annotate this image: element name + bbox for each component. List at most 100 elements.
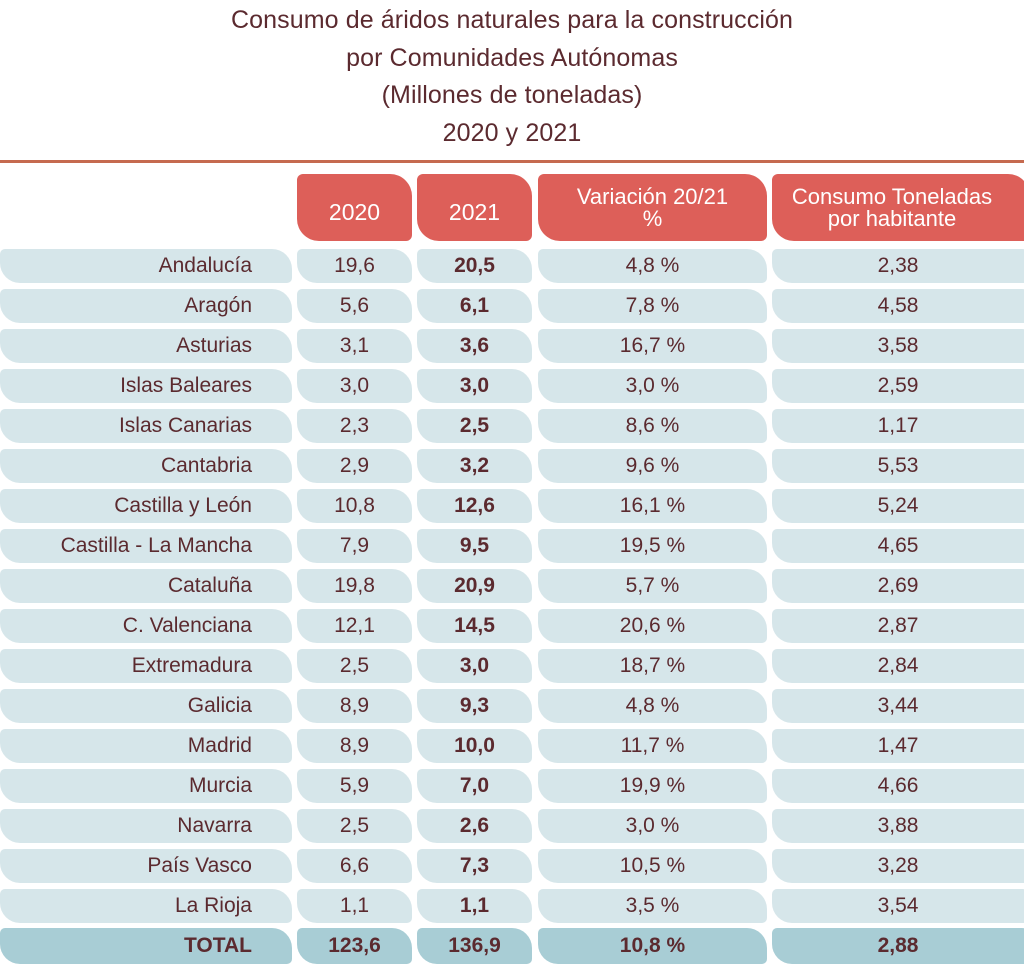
variacion-cell: 19,5 % [538, 529, 767, 563]
value-2021-cell-text: 7,3 [459, 854, 490, 877]
value-2020-cell: 12,1 [297, 609, 412, 643]
variacion-cell-text: 10,5 % [619, 854, 686, 877]
consumo-cell: 3,58 [772, 329, 1024, 363]
table-row: C. Valenciana 12,1 14,5 20,6 % 2,87 [0, 609, 1024, 643]
value-2021-cell: 12,6 [417, 489, 532, 523]
consumo-cell-text: 3,54 [877, 894, 919, 917]
value-2021-cell: 3,6 [417, 329, 532, 363]
value-2020-cell-text: 3,0 [339, 374, 370, 397]
consumo-cell: 2,84 [772, 649, 1024, 683]
variacion-cell: 4,8 % [538, 689, 767, 723]
value-2020-cell-text: 2,9 [339, 454, 370, 477]
variacion-cell: 4,8 % [538, 249, 767, 283]
region-cell: Islas Baleares [0, 369, 292, 403]
variacion-cell-text: 3,0 % [625, 814, 680, 837]
value-2021-cell: 20,9 [417, 569, 532, 603]
consumo-cell-text: 4,65 [877, 534, 919, 557]
variacion-cell-text: 9,6 % [625, 454, 680, 477]
value-2020-cell-text: 2,5 [339, 814, 370, 837]
value-2020-cell-text: 5,6 [339, 294, 370, 317]
region-cell-text: Cantabria [160, 454, 252, 477]
header-2020-label: 2020 [328, 198, 381, 225]
consumo-cell-text: 1,17 [877, 414, 919, 437]
value-2021-cell-text: 2,5 [459, 414, 490, 437]
region-cell: Cataluña [0, 569, 292, 603]
variacion-cell: 10,5 % [538, 849, 767, 883]
value-2021-cell-text: 3,2 [459, 454, 490, 477]
consumo-cell: 2,59 [772, 369, 1024, 403]
consumo-cell-text: 1,47 [877, 734, 919, 757]
table-row: La Rioja 1,1 1,1 3,5 % 3,54 [0, 889, 1024, 923]
table-row: Andalucía 19,6 20,5 4,8 % 2,38 [0, 249, 1024, 283]
header-variacion-line2: % [642, 205, 663, 231]
variacion-cell: 20,6 % [538, 609, 767, 643]
variacion-cell-text: 5,7 % [625, 574, 680, 597]
consumo-cell: 2,38 [772, 249, 1024, 283]
region-cell: La Rioja [0, 889, 292, 923]
value-2020-cell: 8,9 [297, 689, 412, 723]
value-2020-cell: 2,9 [297, 449, 412, 483]
region-cell-text: Cataluña [167, 574, 252, 597]
title-divider [0, 160, 1024, 163]
variacion-cell-text: 16,1 % [619, 494, 686, 517]
variacion-cell-text: 20,6 % [619, 614, 686, 637]
header-variacion-line1: Variación 20/21 [576, 183, 729, 209]
table-row: Castilla - La Mancha 7,9 9,5 19,5 % 4,65 [0, 529, 1024, 563]
value-2020-cell: 10,8 [297, 489, 412, 523]
region-cell-text: TOTAL [183, 934, 252, 957]
table-row: Extremadura 2,5 3,0 18,7 % 2,84 [0, 649, 1024, 683]
variacion-cell: 5,7 % [538, 569, 767, 603]
header-consumo-line2: por habitante [827, 205, 957, 231]
region-cell-text: Andalucía [158, 254, 252, 277]
consumo-cell-text: 5,24 [877, 494, 919, 517]
region-cell: Madrid [0, 729, 292, 763]
region-cell-text: Galicia [187, 694, 252, 717]
variacion-cell-text: 3,5 % [625, 894, 680, 917]
table-row: País Vasco 6,6 7,3 10,5 % 3,28 [0, 849, 1024, 883]
region-cell: Galicia [0, 689, 292, 723]
value-2020-cell-text: 10,8 [334, 494, 375, 517]
consumo-cell: 5,24 [772, 489, 1024, 523]
region-cell-text: La Rioja [174, 894, 252, 917]
value-2020-cell-text: 12,1 [334, 614, 375, 637]
region-cell-text: Navarra [177, 814, 252, 837]
variacion-cell-text: 3,0 % [625, 374, 680, 397]
variacion-cell: 18,7 % [538, 649, 767, 683]
consumo-cell: 3,88 [772, 809, 1024, 843]
consumo-cell: 4,65 [772, 529, 1024, 563]
region-cell-text: Islas Canarias [118, 414, 252, 437]
region-cell-text: Aragón [184, 294, 252, 317]
value-2021-cell-text: 136,9 [448, 934, 501, 957]
value-2020-cell: 2,5 [297, 649, 412, 683]
header-consumo: Consumo Toneladas por habitante [772, 174, 1024, 241]
header-2021: 2021 [417, 174, 532, 241]
table-row: Aragón 5,6 6,1 7,8 % 4,58 [0, 289, 1024, 323]
value-2020-cell-text: 8,9 [339, 694, 370, 717]
variacion-cell-text: 10,8 % [619, 934, 686, 957]
value-2021-cell-text: 2,6 [459, 814, 490, 837]
value-2020-cell: 7,9 [297, 529, 412, 563]
value-2021-cell-text: 7,0 [459, 774, 490, 797]
variacion-cell: 11,7 % [538, 729, 767, 763]
value-2021-cell: 10,0 [417, 729, 532, 763]
value-2020-cell-text: 1,1 [339, 894, 370, 917]
region-cell: TOTAL [0, 928, 292, 964]
variacion-cell-text: 11,7 % [620, 734, 685, 757]
consumo-cell-text: 2,59 [877, 374, 919, 397]
region-cell-text: C. Valenciana [122, 614, 252, 637]
variacion-cell-text: 8,6 % [625, 414, 680, 437]
table-row: Asturias 3,1 3,6 16,7 % 3,58 [0, 329, 1024, 363]
region-cell: Extremadura [0, 649, 292, 683]
region-cell: Aragón [0, 289, 292, 323]
value-2020-cell-text: 7,9 [339, 534, 370, 557]
region-cell-text: Extremadura [131, 654, 252, 677]
variacion-cell: 10,8 % [538, 928, 767, 964]
value-2020-cell: 3,0 [297, 369, 412, 403]
value-2021-cell-text: 20,5 [454, 254, 495, 277]
table-row: Islas Baleares 3,0 3,0 3,0 % 2,59 [0, 369, 1024, 403]
value-2020-cell: 19,8 [297, 569, 412, 603]
value-2021-cell: 3,0 [417, 649, 532, 683]
value-2020-cell-text: 19,8 [334, 574, 375, 597]
header-2021-label: 2021 [448, 198, 501, 225]
header-consumo-line1: Consumo Toneladas [791, 183, 993, 209]
